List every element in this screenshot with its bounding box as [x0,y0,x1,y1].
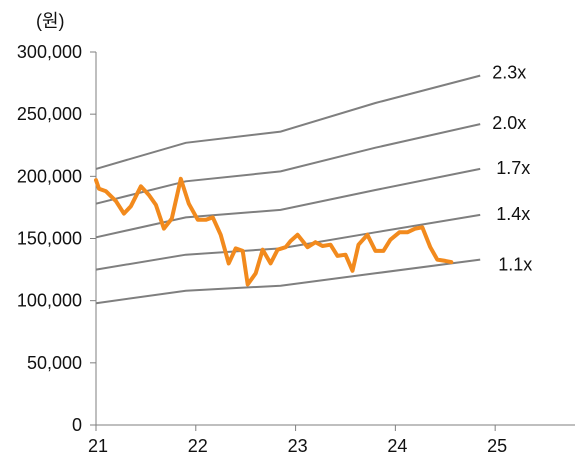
x-tick-label: 25 [487,436,507,456]
y-tick-label: 0 [72,415,82,435]
price-line [94,176,454,287]
unit-label: (원) [36,11,65,31]
x-tick-label: 23 [288,436,308,456]
x-tick-label: 24 [387,436,407,456]
y-tick-label: 300,000 [17,42,82,62]
y-tick-label: 150,000 [17,229,82,249]
band-line-2-3x [95,74,481,170]
axes [90,51,575,431]
band-label: 2.0x [492,113,526,133]
labels: 0 50,000 100,000 150,000 200,000 250,000 300,0… [17,11,532,456]
band-label: 2.3x [492,63,526,83]
band-label: 1.1x [498,255,532,275]
x-tick-label: 21 [88,436,108,456]
y-tick-label: 50,000 [27,353,82,373]
band-label: 1.4x [496,204,530,224]
band-line-1-7x [95,167,481,239]
band-line-2-0x [95,123,481,205]
x-tick-label: 22 [188,436,208,456]
band-line-1-1x [95,258,481,305]
band-label: 1.7x [496,158,530,178]
y-tick-label: 250,000 [17,104,82,124]
price-line-group [94,176,454,287]
y-tick-label: 200,000 [17,166,82,186]
band-lines [95,74,481,305]
y-tick-label: 100,000 [17,291,82,311]
